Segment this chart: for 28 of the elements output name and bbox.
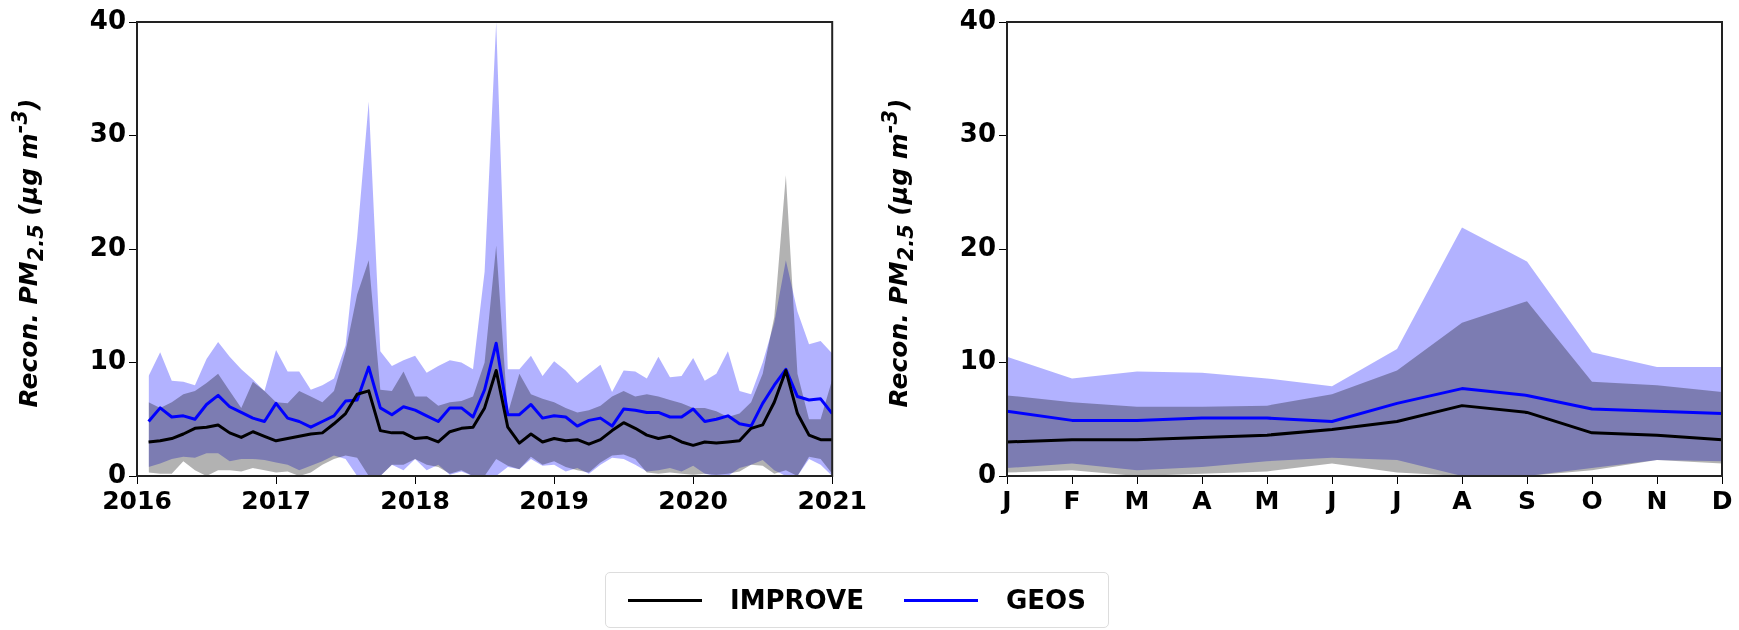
legend-label: GEOS (1005, 585, 1086, 615)
legend-label: IMPROVE (730, 585, 864, 615)
y-tick-label: 40 (959, 4, 996, 35)
y-tick-label: 40 (89, 4, 126, 35)
x-tick-label: D (1711, 485, 1733, 515)
x-tick-label: 2020 (658, 485, 728, 515)
x-tick-label: 2018 (380, 485, 450, 515)
x-tick-label: 2017 (241, 485, 311, 515)
y-tick-label: 30 (89, 118, 126, 149)
y-tick-label: 10 (959, 345, 996, 376)
x-tick-label: A (1452, 485, 1473, 515)
y-tick-label: 0 (977, 458, 996, 489)
y-tick-label: 20 (959, 231, 996, 262)
x-tick-label: M (1124, 485, 1150, 515)
x-tick-label: 2021 (797, 485, 868, 515)
x-tick-label: J (1390, 485, 1402, 515)
x-tick-label: S (1517, 485, 1537, 515)
x-tick-label: J (1325, 485, 1337, 515)
y-tick-label: 30 (959, 118, 996, 149)
y-tick-label: 20 (89, 231, 126, 262)
x-tick-label: J (1000, 485, 1012, 515)
x-tick-label: N (1646, 485, 1668, 515)
x-tick-label: 2019 (519, 485, 589, 515)
x-tick-label: M (1254, 485, 1280, 515)
y-tick-label: 10 (89, 345, 126, 376)
x-tick-label: F (1063, 485, 1081, 515)
x-tick-label: O (1581, 485, 1603, 515)
x-tick-label: A (1192, 485, 1213, 515)
